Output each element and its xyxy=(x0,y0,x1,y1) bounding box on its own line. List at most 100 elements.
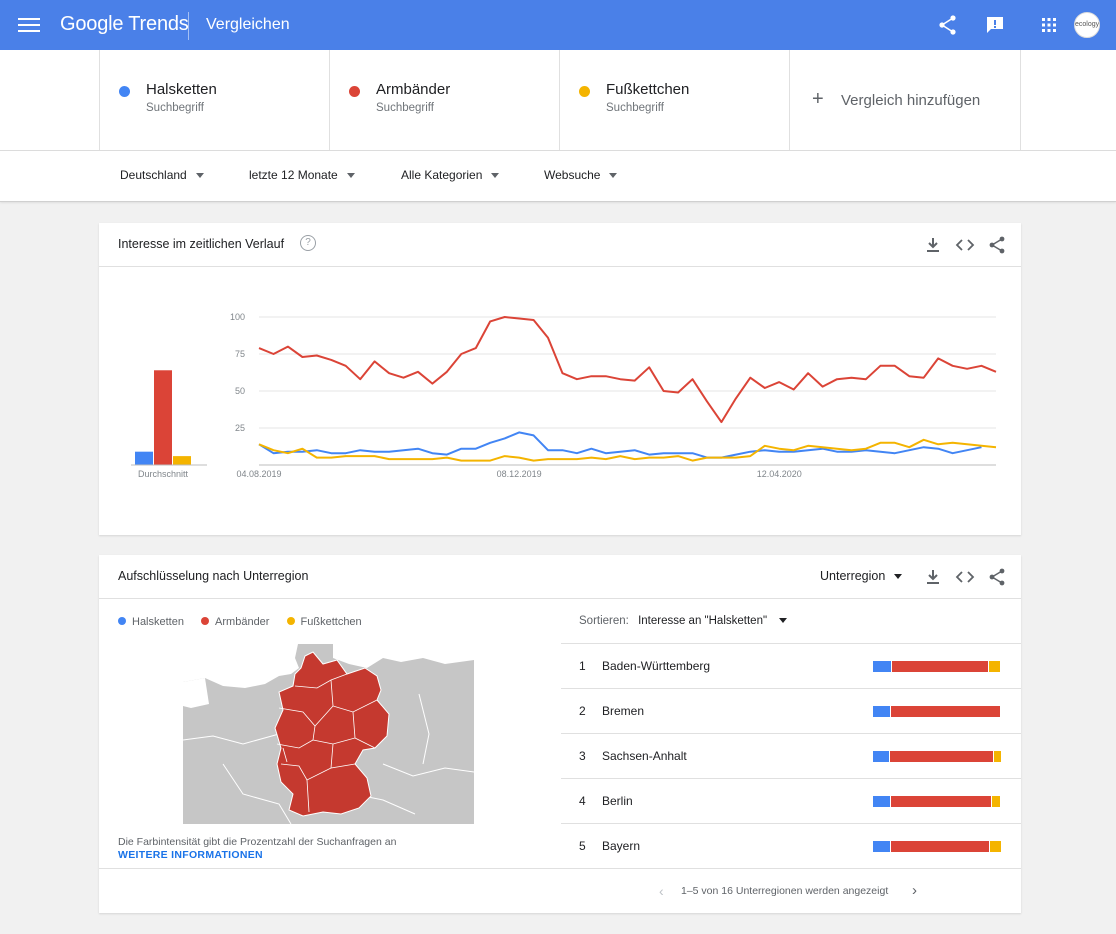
term-name: Armbänder xyxy=(376,81,451,98)
share-segment-halsketten xyxy=(873,796,890,807)
term-card-fusskettchen[interactable]: Fußkettchen Suchbegriff xyxy=(559,50,789,150)
row-rank: 3 xyxy=(579,749,586,763)
row-rank: 5 xyxy=(579,839,586,853)
more-info-link[interactable]: WEITERE INFORMATIONEN xyxy=(118,849,263,861)
state-borders xyxy=(276,673,378,813)
legend-item: Halsketten xyxy=(118,616,184,628)
legend-item: Fußkettchen xyxy=(286,616,362,628)
sort-dropdown[interactable]: Interesse an "Halsketten" xyxy=(638,615,788,627)
category-filter-dropdown[interactable]: Alle Kategorien xyxy=(401,168,500,182)
time-filter-dropdown[interactable]: letzte 12 Monate xyxy=(249,168,355,182)
apps-grid-icon[interactable] xyxy=(1037,13,1061,37)
category-filter-value: Alle Kategorien xyxy=(401,168,483,182)
share-icon[interactable] xyxy=(987,567,1007,587)
add-comparison-button[interactable]: + Vergleich hinzufügen xyxy=(789,50,1021,150)
feedback-icon[interactable] xyxy=(983,13,1007,37)
legend-dot xyxy=(201,617,210,625)
term-type: Suchbegriff xyxy=(146,102,204,114)
series-line-halsketten xyxy=(258,431,982,459)
interest-line-chart[interactable]: 100 75 50 25 04.08.2019 08.12.2019 12.04.2020 D… xyxy=(99,267,1021,535)
previous-page-button[interactable]: ‹ xyxy=(659,883,664,899)
card-header: Interesse im zeitlichen Verlauf ? xyxy=(99,223,1021,267)
account-avatar[interactable]: ecology xyxy=(1074,12,1100,38)
term-color-dot xyxy=(579,86,590,97)
sort-value: Interesse an "Halsketten" xyxy=(638,615,768,627)
embed-code-icon[interactable] xyxy=(955,235,975,255)
filter-bar: Deutschland letzte 12 Monate Alle Katego… xyxy=(0,151,1116,202)
row-region-name: Bremen xyxy=(602,704,645,718)
hamburger-menu-icon[interactable] xyxy=(18,15,40,35)
page-title: Vergleichen xyxy=(206,16,290,33)
caret-down-icon xyxy=(491,173,500,179)
search-type-filter-dropdown[interactable]: Websuche xyxy=(544,168,618,182)
share-bar xyxy=(873,751,1001,762)
help-icon[interactable]: ? xyxy=(300,235,316,251)
term-type: Suchbegriff xyxy=(376,102,434,114)
embed-code-icon[interactable] xyxy=(955,567,975,587)
region-filter-value: Deutschland xyxy=(120,168,187,182)
germany-shape[interactable] xyxy=(274,651,390,817)
caret-down-icon xyxy=(779,618,788,624)
next-page-button[interactable]: › xyxy=(912,882,917,899)
row-region-name: Baden-Württemberg xyxy=(602,659,711,673)
term-name: Halsketten xyxy=(146,81,217,98)
subregion-row[interactable]: 2 Bremen xyxy=(561,689,1021,734)
share-segment-armbänder xyxy=(890,751,993,762)
legend-label: Halsketten xyxy=(132,616,184,628)
region-filter-dropdown[interactable]: Deutschland xyxy=(120,168,204,182)
google-trends-logo[interactable]: Google Trends xyxy=(60,13,189,35)
subregion-ranking-list: 1 Baden-Württemberg 2 Bremen 3 Sachsen-A… xyxy=(561,643,1021,869)
y-tick-label: 75 xyxy=(235,349,245,359)
card-title: Aufschlüsselung nach Unterregion xyxy=(118,569,309,583)
share-segment-fußkettchen xyxy=(990,841,1001,852)
x-tick-label: 08.12.2019 xyxy=(497,469,542,479)
share-bar xyxy=(873,661,1001,672)
share-segment-armbänder xyxy=(892,661,988,672)
caret-down-icon xyxy=(894,574,903,580)
subregion-row[interactable]: 5 Bayern xyxy=(561,824,1021,869)
download-icon[interactable] xyxy=(923,567,943,587)
plus-icon: + xyxy=(812,88,824,110)
row-region-name: Bayern xyxy=(602,839,641,853)
header-divider xyxy=(188,12,189,40)
share-segment-fußkettchen xyxy=(989,661,1000,672)
legend-dot xyxy=(118,617,126,625)
share-segment-fußkettchen xyxy=(994,751,1001,762)
series-line-armbänder xyxy=(258,316,997,424)
series-line-fußkettchen xyxy=(258,438,997,462)
map-color-note: Die Farbintensität gibt die Prozentzahl … xyxy=(118,836,397,848)
legend-item: Armbänder xyxy=(201,616,269,628)
y-tick-label: 50 xyxy=(235,386,245,396)
germany-region-map[interactable] xyxy=(183,644,474,824)
subregion-breakdown-card: Aufschlüsselung nach Unterregion Unterre… xyxy=(99,555,1021,913)
top-app-bar: Google Trends Vergleichen ecology xyxy=(0,0,1116,50)
term-card-armbaender[interactable]: Armbänder Suchbegriff xyxy=(329,50,559,150)
average-bar-armbänder xyxy=(154,370,172,465)
pagination-status: 1–5 von 16 Unterregionen werden angezeig… xyxy=(681,885,889,897)
subregion-row[interactable]: 1 Baden-Württemberg xyxy=(561,644,1021,689)
row-rank: 4 xyxy=(579,794,586,808)
term-card-halsketten[interactable]: Halsketten Suchbegriff xyxy=(99,50,329,150)
share-segment-halsketten xyxy=(873,841,890,852)
term-color-dot xyxy=(349,86,360,97)
card-header: Aufschlüsselung nach Unterregion Unterre… xyxy=(99,555,1021,599)
map-borders xyxy=(183,693,474,824)
legend-dot xyxy=(286,617,295,625)
y-tick-label: 100 xyxy=(230,312,245,322)
subregion-row[interactable]: 4 Berlin xyxy=(561,779,1021,824)
share-segment-fußkettchen xyxy=(992,796,1000,807)
share-icon[interactable] xyxy=(936,13,960,37)
download-icon[interactable] xyxy=(923,235,943,255)
share-segment-halsketten xyxy=(873,661,891,672)
share-segment-halsketten xyxy=(873,751,889,762)
share-icon[interactable] xyxy=(987,235,1007,255)
share-bar xyxy=(873,841,1001,852)
row-region-name: Berlin xyxy=(602,794,633,808)
share-bar xyxy=(873,706,1001,717)
share-segment-armbänder xyxy=(891,841,989,852)
share-bar xyxy=(873,796,1001,807)
share-segment-halsketten xyxy=(873,706,890,717)
average-label: Durchschnitt xyxy=(138,469,189,479)
subregion-level-dropdown[interactable]: Unterregion xyxy=(820,569,903,583)
subregion-row[interactable]: 3 Sachsen-Anhalt xyxy=(561,734,1021,779)
